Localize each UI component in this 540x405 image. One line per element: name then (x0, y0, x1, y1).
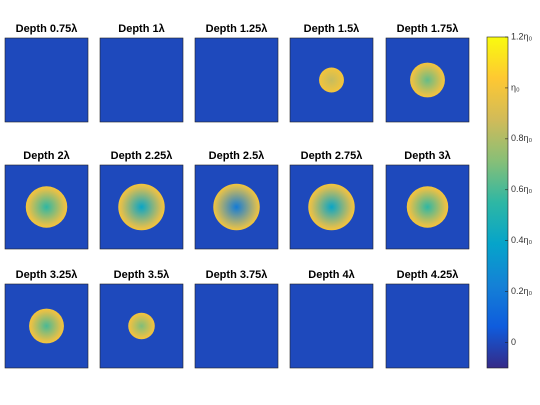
panel-image (194, 283, 279, 369)
disk (118, 183, 165, 231)
panel-title: Depth 1.5λ (304, 23, 360, 35)
panel-image (385, 283, 470, 369)
panel-title: Depth 0.75λ (16, 23, 78, 35)
panel-title: Depth 3.75λ (206, 269, 268, 281)
disk (25, 186, 68, 228)
panel-title: Depth 1λ (118, 23, 164, 35)
panel-title: Depth 3.5λ (114, 269, 170, 281)
colorbar-tick-label: 0 (511, 337, 516, 347)
panel-title: Depth 2.25λ (111, 150, 173, 162)
panel-title: Depth 2.75λ (301, 150, 363, 162)
disk (29, 308, 64, 344)
panel-title: Depth 3.25λ (16, 269, 78, 281)
disk (410, 62, 445, 98)
colorbar (486, 36, 509, 369)
panel-title: Depth 1.25λ (206, 23, 268, 35)
panel-title: Depth 4λ (308, 269, 354, 281)
panel-image (289, 283, 374, 369)
colorbar-tick-label: 0.4η₀ (511, 235, 533, 245)
disk (406, 186, 449, 228)
panel-title: Depth 2λ (23, 150, 69, 162)
panel-title: Depth 4.25λ (397, 269, 459, 281)
disk (319, 67, 344, 93)
panel-image (99, 37, 184, 123)
disk (308, 183, 355, 231)
panel-title: Depth 1.75λ (397, 23, 459, 35)
colorbar-tick-label: η₀ (511, 82, 520, 92)
disk (128, 312, 155, 340)
disk (213, 183, 260, 231)
colorbar-tick-label: 1.2η₀ (511, 31, 533, 41)
panel-title: Depth 2.5λ (209, 150, 265, 162)
panel-title: Depth 3λ (404, 150, 450, 162)
colorbar-tick-label: 0.6η₀ (511, 184, 533, 194)
panel-image (194, 37, 279, 123)
panel-image (4, 37, 89, 123)
colorbar-tick-label: 0.2η₀ (511, 286, 533, 296)
colorbar-tick-label: 0.8η₀ (511, 133, 533, 143)
